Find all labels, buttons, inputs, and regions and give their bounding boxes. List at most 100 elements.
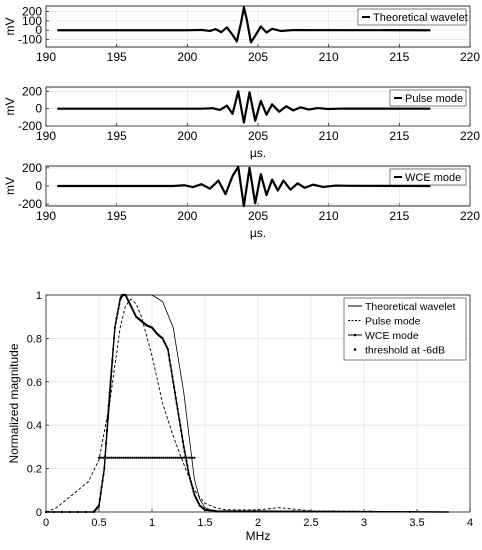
x-tick-label: 1.5 <box>197 517 212 529</box>
legend-swatch <box>353 348 357 351</box>
wce-marker <box>175 402 178 405</box>
threshold-marker <box>176 456 179 459</box>
wce-marker <box>84 510 87 514</box>
wce-marker <box>117 307 120 310</box>
x-tick-label: 0.5 <box>91 517 106 529</box>
wce-marker <box>165 344 168 347</box>
x-tick-label: 215 <box>389 50 409 64</box>
wce-marker <box>133 311 136 315</box>
wce-marker <box>183 450 186 453</box>
y-tick-label: 200 <box>22 5 42 19</box>
y-tick-label: 200 <box>22 84 42 98</box>
wce-marker <box>118 302 121 306</box>
threshold-marker <box>135 456 138 459</box>
wce-marker <box>194 495 197 498</box>
wce-marker <box>203 508 207 511</box>
x-tick-label: 2 <box>255 517 261 529</box>
wce-marker <box>180 434 184 438</box>
legend-box <box>357 8 467 26</box>
legend-label: WCE mode <box>365 330 419 342</box>
wce-marker <box>111 359 114 362</box>
wce-marker <box>172 386 176 389</box>
wce-marker <box>212 509 215 512</box>
threshold-marker <box>147 456 150 459</box>
wce-marker <box>174 396 177 400</box>
threshold-marker <box>110 456 113 459</box>
threshold-marker <box>185 456 188 459</box>
wce-marker <box>106 416 109 420</box>
x-tick-label: 190 <box>36 129 56 143</box>
x-tick-label: 4 <box>467 517 473 529</box>
legend-marker <box>353 333 357 337</box>
threshold-marker <box>178 456 181 459</box>
chart-panel-3: 190 195 200 205 210 215 220 200 0 -200 µs. mV WCE mo… <box>3 161 480 240</box>
legend-box <box>343 297 467 361</box>
threshold-marker <box>118 456 121 459</box>
wce-marker <box>195 497 198 500</box>
y-axis-label: mV <box>3 177 17 195</box>
y-tick-label: -200 <box>18 197 42 211</box>
y-tick-label: 0 <box>35 23 42 37</box>
x-tick-label: 220 <box>460 129 480 143</box>
x-axis-label: µs. <box>250 226 266 240</box>
x-tick-label: 220 <box>460 50 480 64</box>
threshold-marker <box>182 456 186 459</box>
wce-marker <box>131 308 134 311</box>
y-axis-label: Normalized magnitude <box>7 343 21 463</box>
wce-marker <box>169 364 172 367</box>
y-tick-label: 0.8 <box>27 333 42 345</box>
legend-box <box>389 168 467 186</box>
threshold-marker <box>174 456 177 459</box>
wce-marker <box>207 509 210 512</box>
y-tick-label: -100 <box>18 33 42 47</box>
wce-marker <box>113 326 116 329</box>
threshold-marker <box>120 456 123 459</box>
wce-marker <box>210 509 214 512</box>
wce-marker <box>180 429 183 432</box>
x-tick-label: 195 <box>107 129 127 143</box>
threshold-marker <box>102 456 105 459</box>
x-tick-label: 220 <box>460 209 480 223</box>
wce-marker <box>171 375 174 378</box>
wce-marker <box>105 429 109 432</box>
wce-marker <box>104 442 108 445</box>
plot-frame <box>45 86 471 127</box>
threshold-marker <box>170 456 173 459</box>
threshold-marker <box>166 456 169 459</box>
x-tick-label: 210 <box>319 50 339 64</box>
wce-marker <box>167 353 170 356</box>
wce-marker <box>190 483 193 486</box>
threshold-marker <box>191 456 194 459</box>
wce-marker <box>176 407 179 411</box>
x-axis-label: µs. <box>250 146 266 160</box>
wce-marker <box>193 493 196 496</box>
y-tick-label: 1 <box>36 290 42 302</box>
wce-marker <box>192 490 195 493</box>
wce-marker <box>185 459 188 463</box>
wce-marker <box>164 342 167 345</box>
wce-marker <box>196 500 200 503</box>
wce-marker <box>44 510 48 514</box>
wce-marker <box>186 464 189 467</box>
x-tick-label: 1 <box>149 517 155 529</box>
threshold-marker <box>168 456 171 459</box>
chart-panel-4: 0 0.5 1 1.5 2 2.5 3 3.5 4 0 0.2 0.4 0.6 0.8 1 MHz Normal… <box>7 290 473 543</box>
threshold-marker <box>137 456 140 459</box>
threshold-marker <box>126 456 130 459</box>
wce-marker <box>134 313 137 316</box>
threshold-marker <box>151 456 155 459</box>
wce-marker <box>214 509 217 513</box>
wce-marker <box>253 509 256 513</box>
wce-marker <box>126 297 129 300</box>
wce-marker <box>52 510 56 514</box>
x-tick-label: 2.5 <box>303 517 318 529</box>
threshold-marker <box>189 456 192 459</box>
y-tick-label: -200 <box>18 119 42 133</box>
wce-marker <box>104 454 107 458</box>
y-tick-label: 0.4 <box>27 420 42 432</box>
wce-marker <box>189 480 192 483</box>
wce-marker <box>115 317 118 320</box>
wce-marker <box>292 510 295 513</box>
